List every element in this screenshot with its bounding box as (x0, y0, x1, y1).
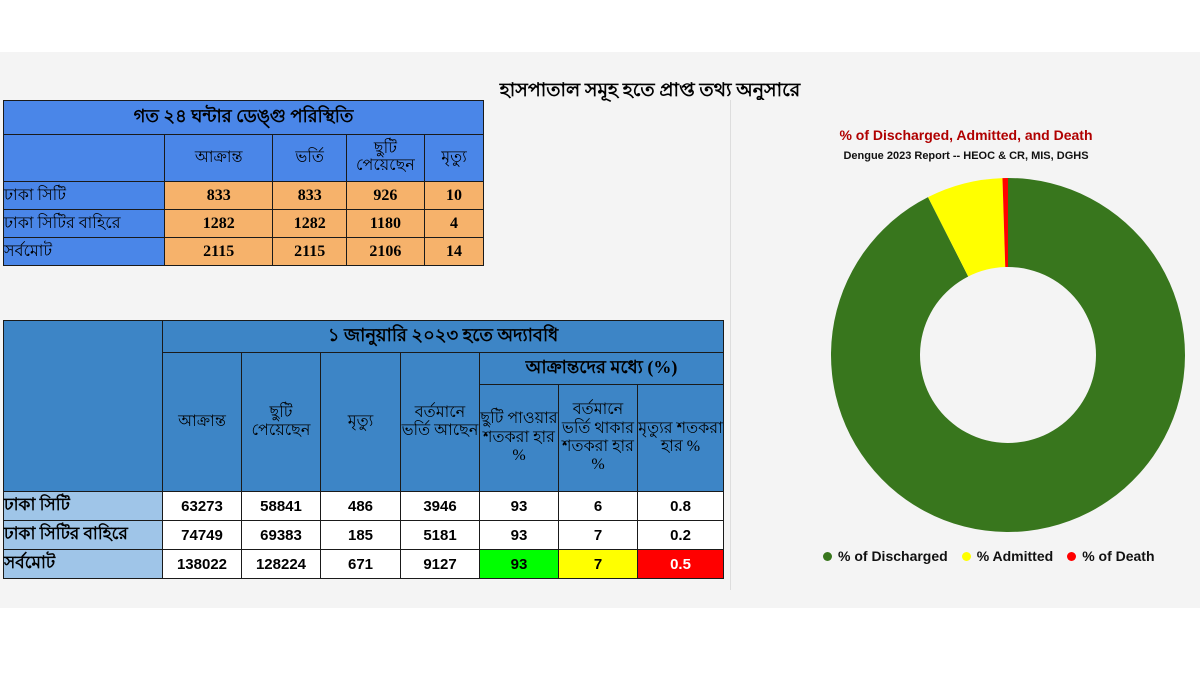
cell-death-rate-total: 0.5 (637, 549, 724, 579)
cell: 6 (558, 491, 638, 521)
table-row: ঢাকা সিটি 63273 58841 486 3946 93 6 0.8 (3, 491, 724, 521)
table-row: সর্বমোট 138022 128224 671 9127 93 7 0.5 (3, 549, 724, 579)
chart-subtitle: Dengue 2023 Report -- HEOC & CR, MIS, DG… (843, 150, 1089, 162)
cell: 486 (320, 491, 401, 521)
legend-item-death: % of Death (1067, 548, 1155, 564)
row-label: ঢাকা সিটি (3, 181, 165, 210)
header-admitted: ভর্তি (272, 134, 347, 182)
cell: 138022 (162, 549, 242, 579)
year-to-date-table: ১ জানুয়ারি ২০২৩ হতে অদ্যাবধি আক্রান্ত ছ… (3, 320, 724, 579)
row-label: ঢাকা সিটি (3, 491, 163, 521)
table-title: গত ২৪ ঘন্টার ডেঙ্গু পরিস্থিতি (3, 100, 484, 135)
cell: 3946 (400, 491, 480, 521)
header-discharged: ছুটি পেয়েছেন (241, 352, 321, 492)
header-affected: আক্রান্ত (163, 134, 274, 182)
legend-label: % of Discharged (838, 548, 948, 564)
table-title: ১ জানুয়ারি ২০২৩ হতে অদ্যাবধি (162, 320, 724, 353)
cell: 10 (423, 181, 485, 210)
cell: 69383 (241, 520, 321, 550)
row-label: ঢাকা সিটির বাহিরে (3, 209, 165, 238)
subgroup-header: আক্রান্তদের মধ্যে (%) (479, 352, 724, 385)
header-discharge-rate: ছুটি পাওয়ার শতকরা হার % (479, 384, 559, 492)
legend-dot-icon (1067, 552, 1077, 561)
header-affected: আক্রান্ত (162, 352, 242, 492)
cell: 93 (479, 491, 559, 521)
header-death: মৃত্যু (423, 134, 485, 182)
cell: 4 (423, 209, 485, 238)
cell: 2115 (272, 237, 347, 266)
table-row: ঢাকা সিটির বাহিরে 74749 69383 185 5181 9… (3, 520, 724, 550)
cell: 1180 (345, 209, 425, 238)
last-24h-table: গত ২৪ ঘন্টার ডেঙ্গু পরিস্থিতি আক্রান্ত ভ… (3, 100, 485, 266)
row-label: সর্বমোট (3, 237, 165, 266)
cell: 5181 (400, 520, 480, 550)
cell: 9127 (400, 549, 480, 579)
table-row: সর্বমোট 2115 2115 2106 14 (3, 237, 485, 266)
cell: 833 (163, 181, 274, 210)
cell-discharge-rate-total: 93 (479, 549, 559, 579)
cell: 0.2 (637, 520, 724, 550)
cell: 185 (320, 520, 401, 550)
header-currently-admitted: বর্তমানে ভর্তি আছেন (400, 352, 480, 492)
header-admitted-rate: বর্তমানে ভর্তি থাকার শতকরা হার % (558, 384, 638, 492)
cell: 7 (558, 520, 638, 550)
slice-admitted (928, 178, 1006, 277)
header-blank (3, 320, 163, 492)
chart-title: % of Discharged, Admitted, and Death (839, 127, 1093, 143)
cell: 833 (272, 181, 347, 210)
cell: 63273 (162, 491, 242, 521)
cell: 1282 (272, 209, 347, 238)
cell: 0.8 (637, 491, 724, 521)
header-death: মৃত্যু (320, 352, 401, 492)
donut-chart-panel: % of Discharged, Admitted, and Death Den… (730, 100, 1200, 590)
legend-label: % Admitted (976, 548, 1054, 564)
donut-chart (831, 178, 1185, 532)
cell: 14 (423, 237, 485, 266)
legend-label: % of Death (1082, 548, 1155, 564)
header-death-rate: মৃত্যুর শতকরা হার % (637, 384, 724, 492)
row-label: সর্বমোট (3, 549, 163, 579)
row-label: ঢাকা সিটির বাহিরে (3, 520, 163, 550)
chart-legend: % of Discharged % Admitted % of Death (823, 548, 1155, 564)
cell: 1282 (163, 209, 274, 238)
header-blank (3, 134, 165, 182)
legend-item-discharged: % of Discharged (823, 548, 948, 564)
cell-admitted-rate-total: 7 (558, 549, 638, 579)
slice-death (1002, 178, 1008, 268)
cell: 58841 (241, 491, 321, 521)
table-row: ঢাকা সিটি 833 833 926 10 (3, 181, 485, 210)
slice-discharged (831, 178, 1185, 532)
cell: 128224 (241, 549, 321, 579)
page-heading: হাসপাতাল সমূহ হতে প্রাপ্ত তথ্য অনুসারে (499, 80, 801, 101)
legend-dot-icon (823, 552, 832, 561)
cell: 671 (320, 549, 401, 579)
cell: 2106 (345, 237, 425, 266)
cell: 926 (345, 181, 425, 210)
table-row: ঢাকা সিটির বাহিরে 1282 1282 1180 4 (3, 209, 485, 238)
cell: 74749 (162, 520, 242, 550)
legend-dot-icon (961, 552, 971, 561)
header-discharged: ছুটি পেয়েছেন (345, 134, 425, 182)
cell: 2115 (163, 237, 274, 266)
cell: 93 (479, 520, 559, 550)
legend-item-admitted: % Admitted (961, 548, 1054, 564)
